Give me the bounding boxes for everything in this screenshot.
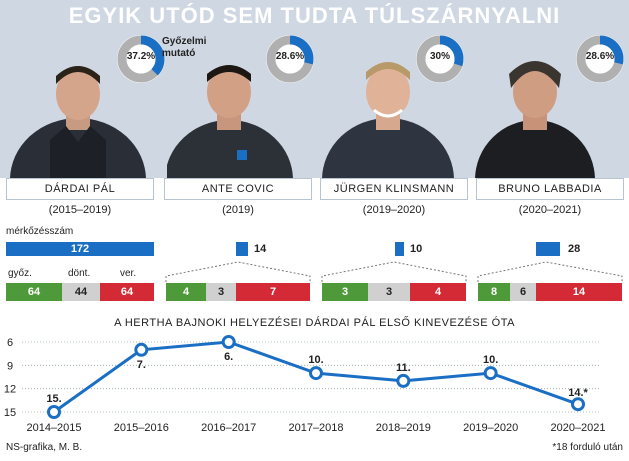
wins-cell-klinsmann: 3	[322, 283, 368, 301]
line-chart: 6 9 12 15 15. 2014–2015 7. 2015–2016 6. 2016–2017…	[4, 335, 606, 434]
donut-hole	[275, 44, 305, 74]
donut-ring	[117, 35, 165, 83]
x-tick-label: 2017–2018	[288, 422, 343, 434]
data-point	[134, 342, 149, 357]
win-rate-legend-line1: Győzelmi	[162, 36, 207, 47]
coach-photo-labbadia	[475, 61, 595, 178]
donut-ring	[416, 35, 464, 83]
data-point	[571, 397, 585, 412]
matches-value-klinsmann: 10	[410, 243, 423, 255]
coach-panel-dardai: 37.2%	[6, 30, 165, 178]
matches-bar-dardai	[6, 242, 154, 256]
donut-hole	[585, 44, 615, 74]
coach-panel-covic: 28.6%	[167, 30, 317, 178]
data-point	[396, 373, 411, 388]
win-rate-value: 37.2%	[126, 51, 156, 62]
matches-bar-covic	[235, 242, 248, 256]
win-rate-donut-klinsmann: 30%	[415, 34, 465, 84]
losses-cell-klinsmann: 4	[410, 283, 466, 301]
coach-name-dardai: DÁRDAI PÁL	[6, 178, 154, 200]
matches-value-covic: 14	[254, 243, 267, 255]
point-label: 15.	[46, 393, 61, 405]
donut-win-arc	[416, 35, 464, 83]
draws-cell-labbadia: 6	[510, 283, 536, 301]
win-rate-legend: Győzelmi mutató	[162, 36, 206, 60]
draws-cell-dardai: 44	[62, 283, 100, 301]
win-rate-legend-line2: mutató	[162, 48, 196, 59]
coach-panel-labbadia: 28.6%	[475, 30, 625, 178]
coach-years-covic: (2019)	[222, 204, 254, 216]
coach-name-labbadia: BRUNO LABBADIA	[476, 178, 624, 200]
x-tick-label: 2018–2019	[376, 422, 431, 434]
x-tick-label: 2014–2015	[26, 422, 81, 434]
page-title: EGYIK UTÓD SEM TUDTA TÚLSZÁRNYALNI	[68, 3, 561, 28]
wins-cell-labbadia: 8	[478, 283, 510, 301]
coach-years-klinsmann: (2019–2020)	[362, 204, 426, 216]
coach-name-covic: ANTE COVIC	[164, 178, 312, 200]
losses-cell-dardai: 64	[100, 283, 154, 301]
matches-value-dardai: 172	[70, 243, 90, 255]
credit: NS-grafika, M. B.	[6, 442, 83, 453]
coach-years-labbadia: (2020–2021)	[518, 204, 582, 216]
matches-bar-klinsmann	[395, 242, 404, 256]
point-label: 6.	[224, 351, 233, 363]
x-tick-label: 2015–2016	[114, 422, 169, 434]
donut-ring	[576, 35, 624, 83]
point-label: 10.	[308, 354, 323, 366]
matches-value-labbadia: 28	[568, 243, 581, 255]
wins-cell-dardai: 64	[6, 283, 62, 301]
coach-photo-covic	[167, 65, 293, 178]
data-point	[221, 335, 236, 349]
win-rate-value: 30%	[429, 51, 450, 62]
point-label: 7.	[137, 359, 146, 371]
win-rate-value: 28.6%	[585, 51, 615, 62]
wins-label: győz.	[8, 268, 32, 279]
point-label: 10.	[483, 354, 498, 366]
draws-cell-klinsmann: 3	[368, 283, 410, 301]
win-rate-donut-labbadia: 28.6%	[575, 34, 625, 84]
data-point	[309, 366, 323, 381]
y-tick-label: 15	[4, 407, 16, 419]
wins-cell-covic: 4	[166, 283, 206, 301]
win-rate-donut-dardai: 37.2%	[116, 34, 166, 84]
line-chart-title: A HERTHA BAJNOKI HELYEZÉSEI DÁRDAI PÁL E…	[114, 317, 515, 329]
donut-win-arc	[576, 35, 624, 83]
coach-panel-klinsmann: 30%	[320, 30, 470, 178]
donut-ring	[266, 35, 314, 83]
coach-name-klinsmann: JÜRGEN KLINSMANN	[320, 178, 468, 200]
losses-label: ver.	[120, 268, 137, 279]
bracket-lines	[165, 261, 623, 282]
matches-bar-labbadia	[535, 242, 560, 256]
donut-hole	[425, 44, 455, 74]
win-rate-value: 28.6%	[275, 51, 305, 62]
x-tick-label: 2020–2021	[550, 422, 605, 434]
point-label: 14.*	[568, 387, 588, 399]
data-point	[483, 366, 498, 381]
donut-hole	[126, 44, 156, 74]
point-label: 11.	[396, 362, 411, 374]
x-tick-label: 2019–2020	[463, 422, 518, 434]
draws-label: dönt.	[68, 268, 91, 279]
data-point	[47, 405, 61, 419]
x-tick-label: 2016–2017	[201, 422, 256, 434]
coach-years-dardai: (2015–2019)	[48, 204, 112, 216]
matches-label: mérkőzésszám	[6, 226, 74, 237]
donut-win-arc	[117, 35, 165, 83]
draws-cell-covic: 3	[206, 283, 236, 301]
y-tick-label: 12	[4, 384, 16, 396]
win-rate-donut-covic: 28.6%	[265, 34, 315, 84]
losses-cell-labbadia: 14	[536, 283, 622, 301]
y-tick-label: 9	[7, 360, 13, 372]
donut-win-arc	[266, 35, 314, 83]
footnote: *18 forduló után	[552, 442, 623, 453]
coach-photo-klinsmann	[322, 62, 454, 178]
coach-photo-dardai	[10, 66, 146, 178]
losses-cell-covic: 7	[236, 283, 310, 301]
y-tick-label: 6	[7, 337, 13, 349]
